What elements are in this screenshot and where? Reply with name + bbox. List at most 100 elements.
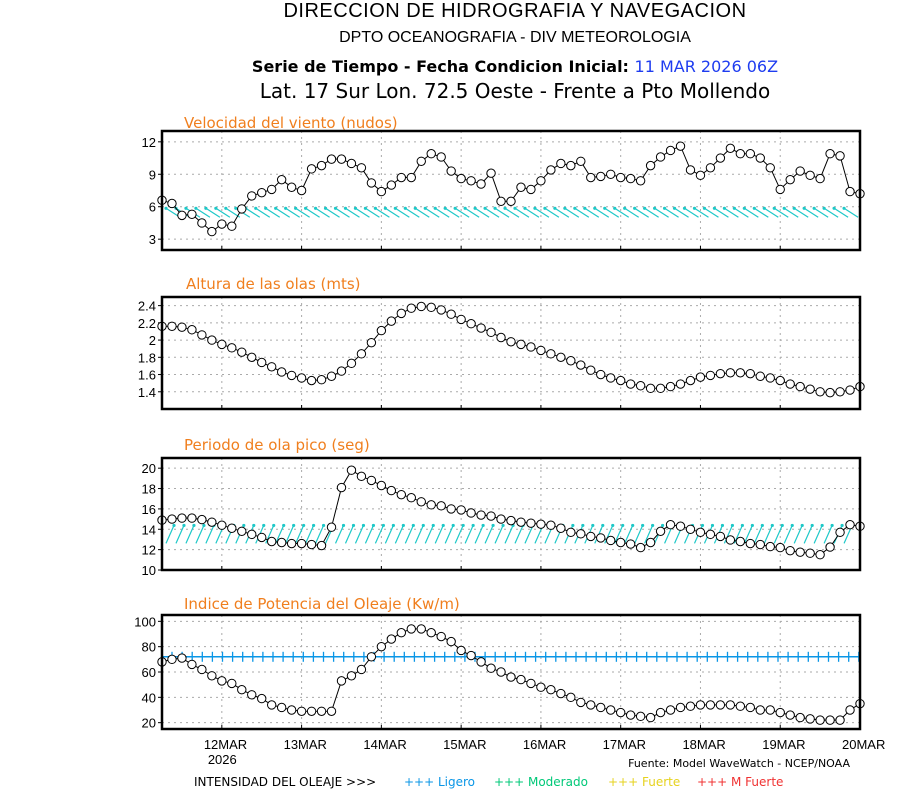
intensity-legend-item: +++ M Fuerte bbox=[697, 775, 783, 789]
data-point bbox=[436, 501, 446, 511]
data-point bbox=[187, 513, 197, 523]
series-init-line: Serie de Tiempo - Fecha Condicion Inicia… bbox=[0, 57, 900, 76]
data-point bbox=[586, 365, 596, 375]
direction-arrow bbox=[783, 207, 799, 218]
direction-arrow bbox=[255, 207, 271, 218]
direction-arrow-head bbox=[481, 523, 485, 528]
data-point bbox=[765, 705, 775, 715]
data-point bbox=[456, 173, 466, 184]
direction-arrow-head bbox=[451, 523, 455, 528]
direction-arrow-head bbox=[661, 523, 665, 528]
direction-arrow-head bbox=[473, 206, 477, 210]
direction-arrow bbox=[305, 207, 320, 218]
direction-arrow-head bbox=[672, 206, 677, 210]
data-point bbox=[197, 514, 207, 525]
y-tick-label: 1.4 bbox=[138, 385, 156, 400]
data-point bbox=[276, 537, 287, 548]
y-tick-label: 1.8 bbox=[138, 350, 156, 365]
direction-arrow-head bbox=[353, 206, 358, 210]
data-point bbox=[695, 372, 706, 382]
direction-arrow bbox=[185, 525, 195, 544]
data-point bbox=[835, 387, 845, 397]
direction-arrow bbox=[215, 207, 231, 218]
direction-arrow-head bbox=[820, 523, 824, 528]
data-point bbox=[576, 360, 586, 370]
direction-arrow-head bbox=[593, 206, 597, 210]
direction-arrow bbox=[614, 207, 630, 218]
data-point bbox=[207, 671, 217, 681]
direction-arrow bbox=[773, 207, 789, 218]
data-point bbox=[207, 226, 217, 237]
data-point bbox=[356, 163, 367, 173]
intensity-legend-item: +++ Ligero bbox=[404, 775, 475, 789]
data-point bbox=[207, 517, 217, 527]
direction-arrow-head bbox=[653, 206, 657, 210]
data-point bbox=[426, 302, 436, 313]
data-point bbox=[296, 373, 307, 383]
direction-arrow bbox=[484, 525, 494, 544]
data-point bbox=[606, 705, 616, 715]
direction-arrow-head bbox=[252, 523, 256, 528]
data-point bbox=[825, 715, 835, 725]
direction-arrow bbox=[783, 525, 793, 544]
data-point bbox=[735, 701, 746, 711]
panel-title: Periodo de ola pico (seg) bbox=[184, 436, 370, 454]
data-point bbox=[576, 156, 586, 166]
data-point bbox=[426, 628, 436, 638]
direction-arrow-head bbox=[282, 523, 286, 528]
data-point bbox=[845, 519, 855, 530]
y-tick-label: 14 bbox=[142, 522, 156, 537]
data-point bbox=[177, 322, 187, 332]
data-point bbox=[476, 323, 486, 333]
data-point bbox=[665, 705, 676, 715]
data-point bbox=[556, 523, 566, 533]
data-point bbox=[306, 539, 317, 550]
data-point bbox=[426, 500, 436, 510]
data-point bbox=[237, 685, 247, 695]
data-point bbox=[635, 176, 646, 186]
direction-arrow-head bbox=[730, 523, 735, 528]
direction-arrow bbox=[355, 207, 370, 218]
data-point bbox=[795, 166, 805, 176]
direction-arrow bbox=[724, 207, 739, 218]
direction-arrow-head bbox=[312, 523, 316, 528]
direction-arrow bbox=[793, 525, 803, 544]
data-point bbox=[845, 385, 855, 395]
direction-arrow bbox=[345, 207, 360, 218]
direction-arrow bbox=[644, 207, 659, 218]
data-point bbox=[406, 493, 416, 503]
direction-arrow-head bbox=[214, 206, 218, 210]
direction-arrow bbox=[404, 207, 420, 218]
data-point bbox=[685, 524, 696, 534]
data-point bbox=[845, 705, 855, 715]
data-point bbox=[167, 654, 177, 665]
data-point bbox=[735, 149, 746, 159]
direction-arrow bbox=[744, 207, 759, 218]
data-point bbox=[765, 163, 775, 173]
direction-arrow-head bbox=[323, 206, 328, 210]
data-point bbox=[625, 539, 636, 549]
direction-arrow bbox=[315, 207, 330, 218]
data-point bbox=[596, 533, 606, 543]
data-point bbox=[675, 141, 686, 151]
data-point bbox=[326, 154, 337, 164]
direction-arrow-head bbox=[411, 523, 415, 528]
direction-arrow bbox=[634, 525, 644, 544]
direction-arrow-head bbox=[662, 206, 667, 210]
data-point bbox=[326, 706, 337, 716]
direction-arrow-head bbox=[543, 206, 547, 210]
data-point bbox=[785, 545, 795, 556]
direction-arrow-head bbox=[304, 206, 308, 210]
data-point bbox=[177, 513, 187, 523]
data-point bbox=[825, 387, 835, 398]
data-point bbox=[506, 515, 516, 526]
direction-arrow-head bbox=[513, 206, 517, 210]
data-point bbox=[775, 184, 785, 195]
y-tick-label: 6 bbox=[149, 200, 156, 215]
data-point bbox=[775, 375, 785, 386]
data-point bbox=[486, 511, 496, 521]
data-point bbox=[536, 345, 546, 356]
data-point bbox=[296, 185, 307, 196]
data-point bbox=[306, 375, 317, 386]
direction-arrow bbox=[694, 207, 709, 218]
